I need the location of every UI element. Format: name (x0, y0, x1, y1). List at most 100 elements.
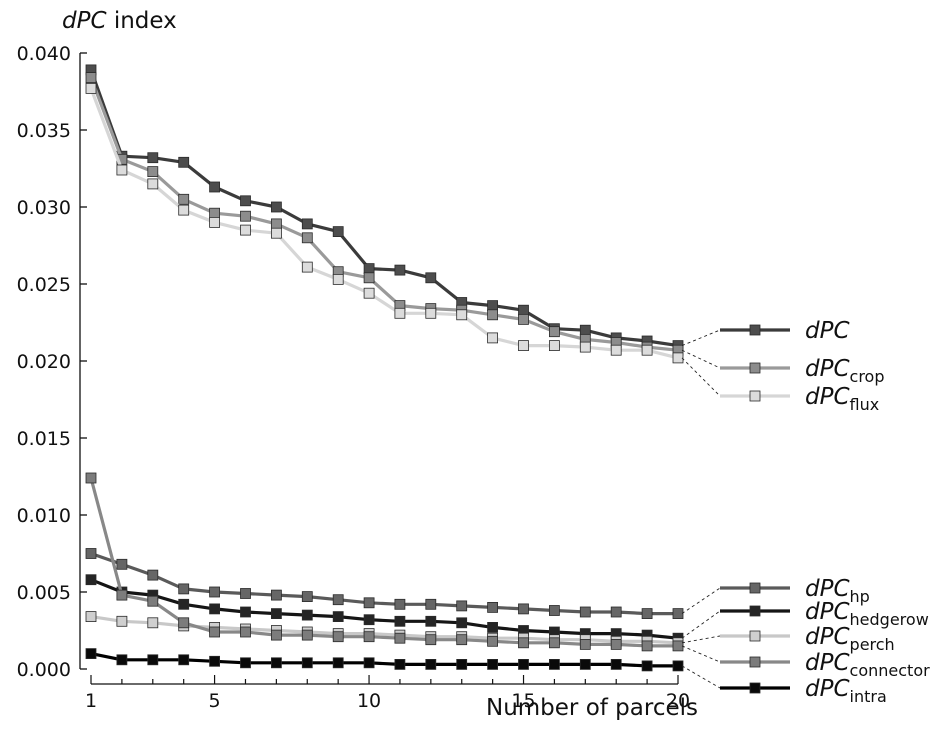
legend-swatch-marker (749, 324, 761, 336)
data-point (270, 218, 282, 230)
data-point (270, 657, 282, 669)
data-point (301, 657, 313, 669)
data-point (240, 210, 251, 222)
data-point (394, 307, 406, 319)
data-point (487, 635, 499, 647)
data-point (425, 598, 437, 610)
data-point (363, 263, 375, 275)
legend-label: dPC (805, 318, 850, 344)
legend-swatch-marker (749, 682, 761, 694)
series-dPCflux (85, 83, 684, 364)
x-tick-label: 20 (666, 690, 690, 712)
data-point (209, 216, 221, 228)
data-point (116, 164, 128, 176)
y-tick-label: 0.015 (17, 428, 71, 450)
series-dPCconnector (85, 472, 684, 652)
y-tick-label: 0.035 (17, 120, 71, 142)
data-point (518, 659, 529, 670)
data-point (85, 574, 97, 586)
data-point (240, 195, 251, 207)
data-point (641, 608, 653, 619)
data-point (363, 631, 375, 643)
data-point (147, 152, 159, 164)
x-tick-label: 10 (357, 690, 381, 712)
data-point (85, 472, 97, 484)
legend-label: dPCperch (805, 624, 895, 654)
x-axis: 1 5 10 15 20 (85, 675, 690, 712)
data-point (209, 655, 221, 667)
data-point (425, 659, 437, 670)
y-tick-label: 0.000 (17, 659, 71, 681)
legend-entry-dPCcrop: dPCcrop (681, 349, 885, 386)
data-point (672, 608, 684, 619)
data-point (301, 232, 313, 244)
legend-leader (681, 610, 721, 639)
x-tick-label: 1 (85, 690, 97, 712)
y-tick-label: 0.020 (17, 351, 71, 373)
chart-title: dPC index (62, 8, 177, 34)
data-point (672, 640, 684, 652)
data-point (579, 324, 591, 336)
y-tick-label: 0.030 (17, 197, 71, 219)
chart-title-rest: index (107, 8, 177, 34)
data-point (610, 606, 622, 618)
data-point (549, 340, 560, 352)
data-point (332, 594, 344, 606)
data-point (147, 166, 159, 178)
series-line (89, 87, 679, 360)
legend-entry-dPChedgerow: dPChedgerow (681, 599, 929, 639)
legend-entry-dPChp: dPChp (681, 576, 870, 614)
data-point (270, 608, 282, 619)
data-point (610, 344, 622, 356)
legend-swatch-marker (749, 630, 761, 642)
data-point (487, 622, 499, 633)
data-point (209, 626, 221, 638)
data-point (363, 614, 375, 626)
data-point (518, 313, 529, 325)
data-point (610, 639, 622, 650)
legend-label: dPChedgerow (805, 599, 929, 629)
data-point (641, 640, 653, 652)
data-point (394, 615, 406, 627)
data-point (240, 588, 251, 599)
data-point (641, 344, 653, 356)
data-point (270, 589, 282, 601)
y-axis: 0.000 0.005 0.010 0.015 0.020 0.025 0.030 0.035… (17, 43, 87, 681)
data-point (456, 634, 468, 646)
data-point (672, 660, 684, 672)
data-point (240, 626, 251, 638)
legend-label: dPCconnector (805, 650, 930, 680)
legend-swatch-marker (749, 390, 761, 402)
data-point (579, 659, 591, 670)
data-point (332, 657, 344, 669)
legend-leader (681, 349, 721, 369)
chart-title-main: dPC (62, 8, 107, 34)
data-point (394, 598, 406, 610)
x-tick-label: 5 (209, 690, 221, 712)
y-tick-label: 0.025 (17, 274, 71, 296)
series-dPCcrop (85, 72, 684, 356)
data-point (240, 606, 251, 618)
legend-label: dPChp (805, 576, 870, 606)
y-tick-label: 0.040 (17, 43, 71, 65)
legend-entry-dPCperch: dPCperch (681, 624, 895, 654)
data-point (363, 657, 375, 669)
data-point (641, 660, 653, 672)
data-point (301, 591, 313, 602)
data-point (456, 600, 468, 612)
data-point (487, 659, 499, 670)
series-dPCintra (85, 648, 684, 672)
data-point (394, 632, 406, 644)
data-point (456, 309, 468, 321)
series-dPChp (85, 548, 684, 619)
data-point (147, 595, 159, 607)
legend-entry-dPCflux: dPCflux (681, 357, 879, 414)
data-point (85, 648, 97, 659)
data-point (301, 629, 313, 641)
legend-swatch-marker (749, 582, 761, 594)
data-point (394, 659, 406, 670)
legend-swatch-marker (749, 362, 761, 374)
data-point (209, 603, 221, 615)
data-point (487, 309, 499, 321)
